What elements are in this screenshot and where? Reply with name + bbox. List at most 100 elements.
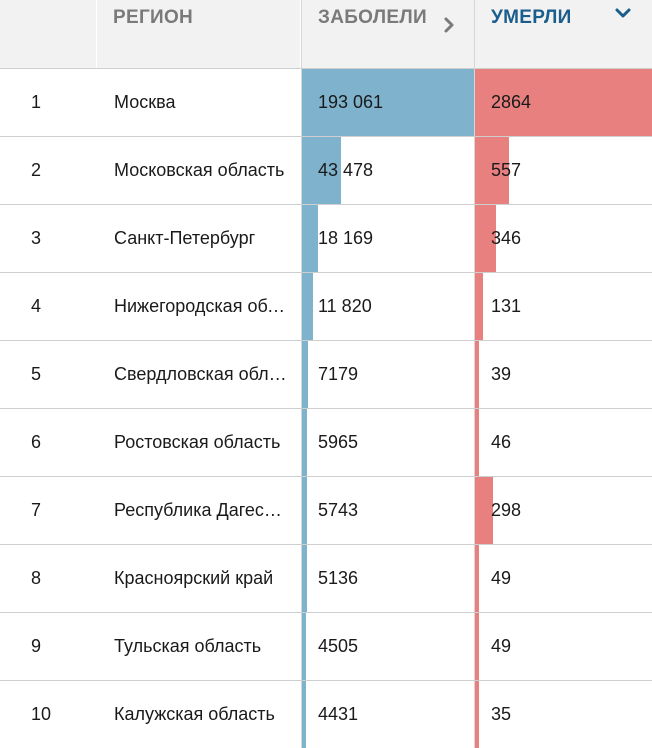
deaths-bar xyxy=(475,69,652,136)
deaths-cell: 2864 xyxy=(474,69,652,136)
region-cell: Свердловская область xyxy=(97,341,301,408)
infected-bar xyxy=(302,273,313,340)
infected-cell: 18 169 xyxy=(301,205,474,272)
table-body: 1 Москва 193 061 2864 2 Московская область 43 … xyxy=(0,69,652,748)
table-row[interactable]: 6 Ростовская область 5965 46 xyxy=(0,409,652,477)
table-row[interactable]: 10 Калужская область 4431 35 xyxy=(0,681,652,748)
deaths-cell: 557 xyxy=(474,137,652,204)
region-name: Свердловская область xyxy=(114,364,287,384)
region-name: Тульская область xyxy=(114,636,262,656)
rank-value: 9 xyxy=(31,636,42,656)
table-row[interactable]: 2 Московская область 43 478 557 xyxy=(0,137,652,205)
deaths-cell: 35 xyxy=(474,681,652,748)
region-name: Московская область xyxy=(114,160,285,180)
header-deaths[interactable]: УМЕРЛИ xyxy=(474,0,652,68)
infected-bar xyxy=(302,137,341,204)
region-cell: Москва xyxy=(97,69,301,136)
table-row[interactable]: 7 Республика Дагестан 5743 298 xyxy=(0,477,652,545)
rank-value: 3 xyxy=(31,228,42,248)
rank-cell: 1 xyxy=(0,69,97,136)
rank-value: 6 xyxy=(31,432,42,452)
header-infected[interactable]: ЗАБОЛЕЛИ xyxy=(301,0,474,68)
region-cell: Красноярский край xyxy=(97,545,301,612)
region-cell: Калужская область xyxy=(97,681,301,748)
infected-value: 43 478 xyxy=(318,160,374,180)
deaths-cell: 49 xyxy=(474,613,652,680)
infected-cell: 5743 xyxy=(301,477,474,544)
infected-cell: 7179 xyxy=(301,341,474,408)
rank-value: 10 xyxy=(31,704,52,724)
region-name: Ростовская область xyxy=(114,432,281,452)
deaths-value: 46 xyxy=(491,432,512,452)
table-row[interactable]: 4 Нижегородская область 11 820 131 xyxy=(0,273,652,341)
chevron-right-icon[interactable] xyxy=(440,16,458,34)
deaths-cell: 39 xyxy=(474,341,652,408)
deaths-value: 131 xyxy=(491,296,522,316)
infected-bar xyxy=(302,69,474,136)
deaths-bar xyxy=(475,205,496,272)
region-cell: Нижегородская область xyxy=(97,273,301,340)
infected-bar xyxy=(302,613,306,680)
deaths-cell: 346 xyxy=(474,205,652,272)
infected-bar xyxy=(302,681,306,748)
rank-cell: 7 xyxy=(0,477,97,544)
region-cell: Московская область xyxy=(97,137,301,204)
header-region[interactable]: РЕГИОН xyxy=(97,0,301,68)
deaths-bar xyxy=(475,341,479,408)
table-header: РЕГИОН ЗАБОЛЕЛИ УМЕРЛИ xyxy=(0,0,652,69)
deaths-cell: 298 xyxy=(474,477,652,544)
deaths-bar xyxy=(475,477,493,544)
deaths-bar xyxy=(475,545,479,612)
infected-value: 4431 xyxy=(318,704,359,724)
deaths-cell: 49 xyxy=(474,545,652,612)
infected-bar xyxy=(302,205,318,272)
deaths-bar xyxy=(475,137,509,204)
infected-cell: 43 478 xyxy=(301,137,474,204)
region-cell: Санкт-Петербург xyxy=(97,205,301,272)
infected-cell: 193 061 xyxy=(301,69,474,136)
table-row[interactable]: 9 Тульская область 4505 49 xyxy=(0,613,652,681)
header-rank-cell xyxy=(0,0,97,68)
table-row[interactable]: 3 Санкт-Петербург 18 169 346 xyxy=(0,205,652,273)
rank-value: 1 xyxy=(31,92,42,112)
deaths-value: 2864 xyxy=(491,92,532,112)
header-infected-label: ЗАБОЛЕЛИ xyxy=(318,7,427,28)
infected-bar xyxy=(302,545,307,612)
infected-cell: 5136 xyxy=(301,545,474,612)
deaths-value: 557 xyxy=(491,160,522,180)
infected-cell: 11 820 xyxy=(301,273,474,340)
deaths-bar xyxy=(475,409,479,476)
table-row[interactable]: 1 Москва 193 061 2864 xyxy=(0,69,652,137)
rank-value: 7 xyxy=(31,500,42,520)
infected-value: 193 061 xyxy=(318,92,384,112)
table-row[interactable]: 5 Свердловская область 7179 39 xyxy=(0,341,652,409)
deaths-bar xyxy=(475,613,479,680)
region-name: Республика Дагестан xyxy=(114,500,287,520)
rank-value: 4 xyxy=(31,296,42,316)
region-name: Санкт-Петербург xyxy=(114,228,256,248)
infected-value: 5965 xyxy=(318,432,359,452)
infected-value: 5743 xyxy=(318,500,359,520)
table-row[interactable]: 8 Красноярский край 5136 49 xyxy=(0,545,652,613)
rank-cell: 4 xyxy=(0,273,97,340)
rank-cell: 5 xyxy=(0,341,97,408)
rank-value: 5 xyxy=(31,364,42,384)
rank-cell: 6 xyxy=(0,409,97,476)
header-deaths-label: УМЕРЛИ xyxy=(491,7,572,28)
infected-value: 5136 xyxy=(318,568,359,588)
header-region-label: РЕГИОН xyxy=(113,7,194,28)
region-cell: Тульская область xyxy=(97,613,301,680)
region-name: Нижегородская область xyxy=(114,296,287,316)
infected-value: 11 820 xyxy=(318,296,372,316)
region-name: Красноярский край xyxy=(114,568,274,588)
rank-cell: 8 xyxy=(0,545,97,612)
deaths-value: 35 xyxy=(491,704,512,724)
infected-bar xyxy=(302,341,308,408)
infected-cell: 5965 xyxy=(301,409,474,476)
region-name: Москва xyxy=(114,92,176,112)
infected-value: 18 169 xyxy=(318,228,374,248)
rank-cell: 3 xyxy=(0,205,97,272)
deaths-value: 346 xyxy=(491,228,522,248)
infected-cell: 4505 xyxy=(301,613,474,680)
chevron-down-icon[interactable] xyxy=(614,4,632,22)
